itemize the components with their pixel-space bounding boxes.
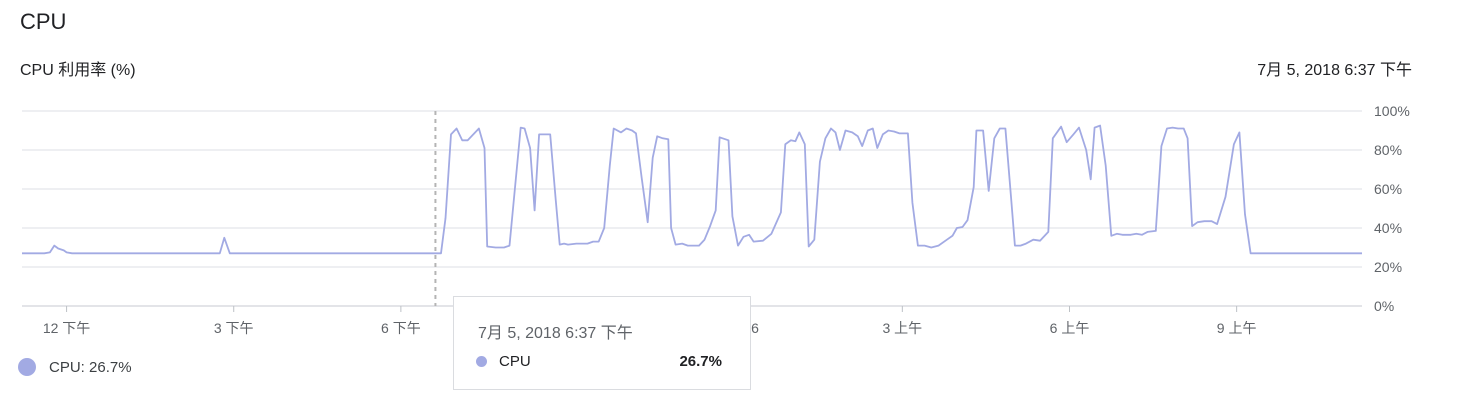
x-tick-label: 6 下午	[381, 320, 421, 336]
x-tick-label: 12 下午	[43, 320, 90, 336]
x-tick-label: 9 上午	[1217, 320, 1257, 336]
x-tick-label: 3 上午	[882, 320, 922, 336]
tooltip-dot-icon	[476, 356, 487, 367]
y-tick-label: 0%	[1374, 298, 1394, 314]
tooltip-series-name: CPU	[499, 353, 531, 370]
x-tick-label: 3 下午	[214, 320, 254, 336]
legend-dot-icon	[18, 358, 36, 376]
y-tick-label: 40%	[1374, 220, 1402, 236]
chart-subtitle: CPU 利用率 (%)	[20, 62, 136, 79]
tooltip-row: CPU 26.7%	[476, 353, 722, 370]
timestamp: 7月 5, 2018 6:37 下午	[1257, 62, 1412, 79]
chart-title: CPU	[20, 9, 67, 34]
y-tick-label: 20%	[1374, 259, 1402, 275]
series-line-cpu	[22, 124, 1362, 255]
chart-legend: CPU: 26.7%	[18, 358, 132, 376]
tooltip-value: 26.7%	[679, 353, 722, 370]
y-tick-label: 80%	[1374, 142, 1402, 158]
chart-tooltip: 7月 5, 2018 6:37 下午 CPU 26.7%	[453, 296, 751, 390]
legend-label: CPU: 26.7%	[49, 358, 132, 376]
x-tick-label: 6 上午	[1050, 320, 1090, 336]
y-tick-label: 60%	[1374, 181, 1402, 197]
tooltip-date: 7月 5, 2018 6:37 下午	[478, 325, 633, 342]
y-tick-label: 100%	[1374, 103, 1410, 119]
